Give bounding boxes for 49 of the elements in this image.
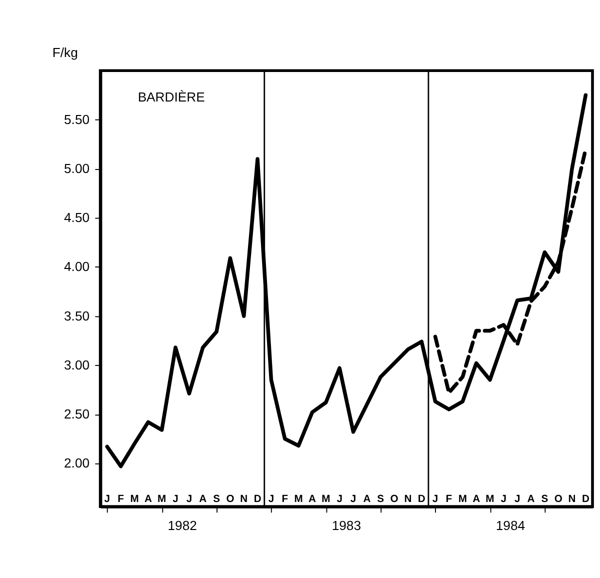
x-tick-label: N bbox=[568, 494, 576, 505]
x-tick-label: A bbox=[527, 494, 536, 505]
x-tick-label: A bbox=[472, 494, 481, 505]
x-tick-label: J bbox=[186, 494, 192, 505]
text: 1983 bbox=[332, 518, 361, 533]
x-tick-label: D bbox=[254, 494, 262, 505]
y-tick-label: 5.00 bbox=[64, 160, 90, 176]
x-tick-label: O bbox=[226, 494, 234, 505]
x-tick-label: O bbox=[390, 494, 398, 505]
x-tick-label: F bbox=[446, 494, 452, 505]
x-tick-label: J bbox=[514, 494, 520, 505]
y-tick-label: 4.00 bbox=[64, 259, 90, 274]
x-tick-label: J bbox=[432, 494, 438, 505]
x-tick-label: N bbox=[404, 494, 412, 505]
y-tick-label: 2.00 bbox=[64, 456, 90, 471]
x-tick-label: J bbox=[268, 494, 274, 505]
x-tick-label: D bbox=[582, 494, 590, 505]
x-tick-label: A bbox=[308, 494, 317, 505]
x-tick-label: J bbox=[350, 494, 356, 505]
x-tick-label: J bbox=[336, 494, 343, 505]
y-tick-label: 3.50 bbox=[64, 308, 90, 324]
x-tick-label: O bbox=[554, 494, 562, 505]
text: BARDIÈRE bbox=[138, 90, 206, 105]
x-tick-label: M bbox=[486, 494, 494, 505]
y-tick-label: 4.50 bbox=[64, 210, 90, 226]
x-tick-label: N bbox=[240, 494, 248, 505]
y-tick-label: 3.00 bbox=[64, 357, 90, 372]
y-tick-label: 5.50 bbox=[64, 112, 90, 127]
x-tick-label: J bbox=[104, 494, 110, 505]
x-tick-label: J bbox=[500, 494, 507, 505]
x-tick-label: A bbox=[199, 494, 208, 505]
x-tick-label: M bbox=[158, 494, 166, 505]
x-tick-label: J bbox=[172, 494, 179, 505]
x-tick-label: M bbox=[322, 494, 330, 505]
text: 1982 bbox=[168, 518, 197, 533]
x-tick-label: F bbox=[118, 494, 124, 505]
x-tick-label: M bbox=[130, 494, 139, 505]
x-tick-label: A bbox=[144, 494, 152, 505]
x-tick-label: A bbox=[363, 494, 372, 505]
x-tick-label: S bbox=[377, 494, 384, 505]
x-tick-label: F bbox=[282, 494, 288, 505]
x-tick-label: M bbox=[294, 494, 303, 505]
y-axis-title: F/kg bbox=[52, 45, 78, 60]
x-tick-label: S bbox=[541, 494, 548, 505]
y-tick-label: 2.50 bbox=[64, 406, 90, 422]
text: 1984 bbox=[496, 518, 526, 533]
x-tick-label: M bbox=[458, 494, 467, 505]
x-tick-label: D bbox=[418, 494, 426, 505]
x-tick-label: S bbox=[213, 494, 220, 505]
